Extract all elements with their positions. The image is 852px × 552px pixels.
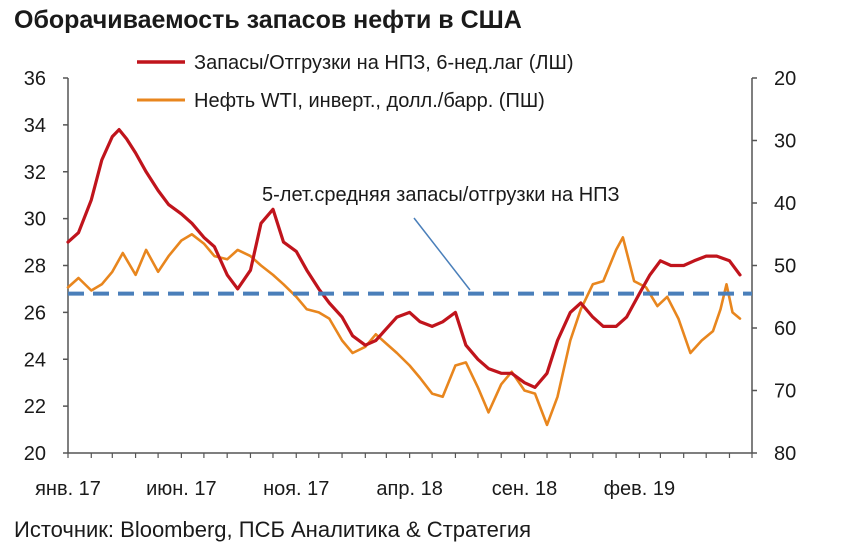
right-tick-label: 40 bbox=[774, 193, 796, 215]
chart-title: Оборачиваемость запасов нефти в США bbox=[14, 6, 522, 34]
annotation: 5-лет.средняя запасы/отгрузки на НПЗ bbox=[262, 184, 620, 291]
x-tick-label: ноя. 17 bbox=[263, 478, 329, 500]
x-tick-label: июн. 17 bbox=[146, 478, 217, 500]
right-tick-label: 30 bbox=[774, 131, 796, 153]
right-tick-label: 50 bbox=[774, 256, 796, 278]
series-line-wti bbox=[66, 233, 742, 427]
right-tick-label: 80 bbox=[774, 443, 796, 465]
series-line-inventory-ratio bbox=[66, 128, 742, 389]
left-tick-label: 36 bbox=[24, 68, 46, 90]
right-tick-label: 20 bbox=[774, 68, 796, 90]
x-tick-label: фев. 19 bbox=[604, 478, 676, 500]
left-tick-label: 22 bbox=[24, 396, 46, 418]
right-tick-label: 60 bbox=[774, 318, 796, 340]
left-tick-label: 34 bbox=[24, 115, 46, 137]
annotation-label: 5-лет.средняя запасы/отгрузки на НПЗ bbox=[262, 184, 620, 206]
x-tick-label: янв. 17 bbox=[35, 478, 101, 500]
legend-label-inventory-ratio: Запасы/Отгрузки на НПЗ, 6-нед.лаг (ЛШ) bbox=[194, 52, 574, 74]
x-tick-label: сен. 18 bbox=[492, 478, 558, 500]
axis-right: 20 30 40 50 60 70 80 bbox=[752, 68, 796, 465]
left-tick-label: 26 bbox=[24, 302, 46, 324]
legend-label-wti: Нефть WTI, инверт., долл./барр. (ПШ) bbox=[194, 90, 545, 112]
left-tick-label: 30 bbox=[24, 209, 46, 231]
right-tick-label: 70 bbox=[774, 381, 796, 403]
annotation-pointer bbox=[413, 217, 471, 291]
plot-frame bbox=[67, 78, 753, 454]
left-tick-label: 32 bbox=[24, 162, 46, 184]
axis-x: янв. 17 июн. 17 ноя. 17 апр. 18 сен. 18 фев. … bbox=[35, 453, 753, 500]
chart-source: Источник: Bloomberg, ПСБ Аналитика & Стр… bbox=[14, 517, 532, 542]
left-tick-label: 20 bbox=[24, 443, 46, 465]
left-tick-label: 24 bbox=[24, 349, 46, 371]
x-tick-label: апр. 18 bbox=[376, 478, 442, 500]
left-tick-label: 28 bbox=[24, 256, 46, 278]
axis-left: 20 22 24 26 28 30 32 34 36 bbox=[24, 68, 68, 465]
legend: Запасы/Отгрузки на НПЗ, 6-нед.лаг (ЛШ) Не… bbox=[137, 52, 574, 112]
series-layer bbox=[66, 128, 752, 427]
